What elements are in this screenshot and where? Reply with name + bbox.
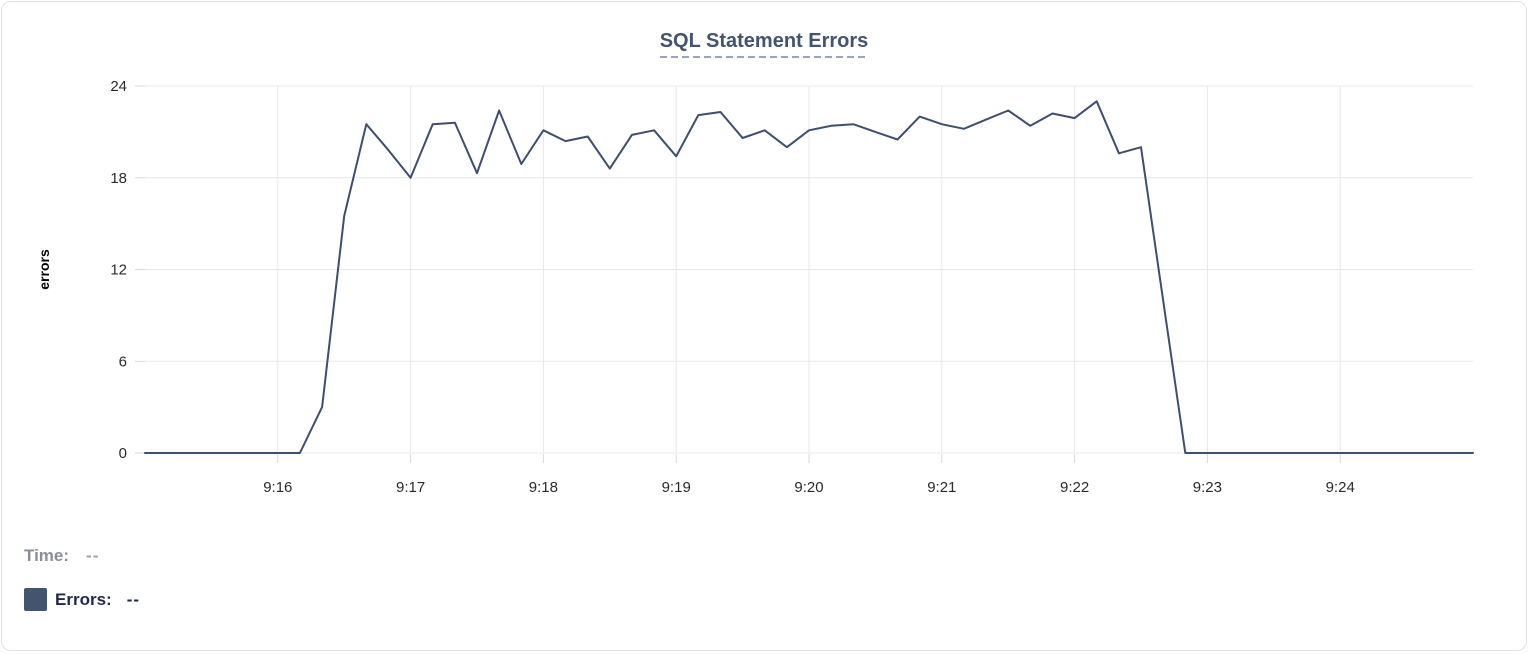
x-axis-tick-label: 9:17 — [396, 479, 425, 496]
x-axis-tick-label: 9:18 — [529, 479, 558, 496]
chart-header: SQL Statement Errors — [2, 30, 1526, 58]
y-axis-tick-label: 0 — [119, 445, 127, 462]
x-axis-tick-label: 9:20 — [794, 479, 823, 496]
tooltip-time-value: -- — [86, 546, 100, 565]
x-axis-tick-label: 9:19 — [662, 479, 691, 496]
y-axis-title: errors — [36, 249, 52, 290]
tooltip-time-label: Time: — [24, 546, 70, 565]
x-axis-tick-label: 9:24 — [1326, 479, 1355, 496]
y-axis-tick-label: 12 — [110, 262, 127, 279]
tooltip-errors-value: -- — [126, 589, 141, 609]
errors-series-line[interactable] — [144, 100, 1474, 454]
tooltip-errors-row: Errors: -- — [24, 588, 140, 611]
x-axis-tick-label: 9:22 — [1060, 479, 1089, 496]
y-axis-tick-label: 18 — [110, 170, 127, 187]
x-axis-tick-label: 9:21 — [927, 479, 956, 496]
tooltip-time-row: Time: -- — [24, 546, 99, 566]
x-axis-tick-label: 9:23 — [1193, 479, 1222, 496]
x-axis-tick-label: 9:16 — [263, 479, 292, 496]
y-axis-tick-label: 6 — [119, 353, 127, 370]
tooltip-errors-label: Errors: — [55, 589, 112, 609]
errors-series-swatch — [24, 588, 47, 611]
chart-title-link[interactable]: SQL Statement Errors — [659, 30, 868, 58]
y-axis-tick-label: 24 — [110, 78, 127, 95]
